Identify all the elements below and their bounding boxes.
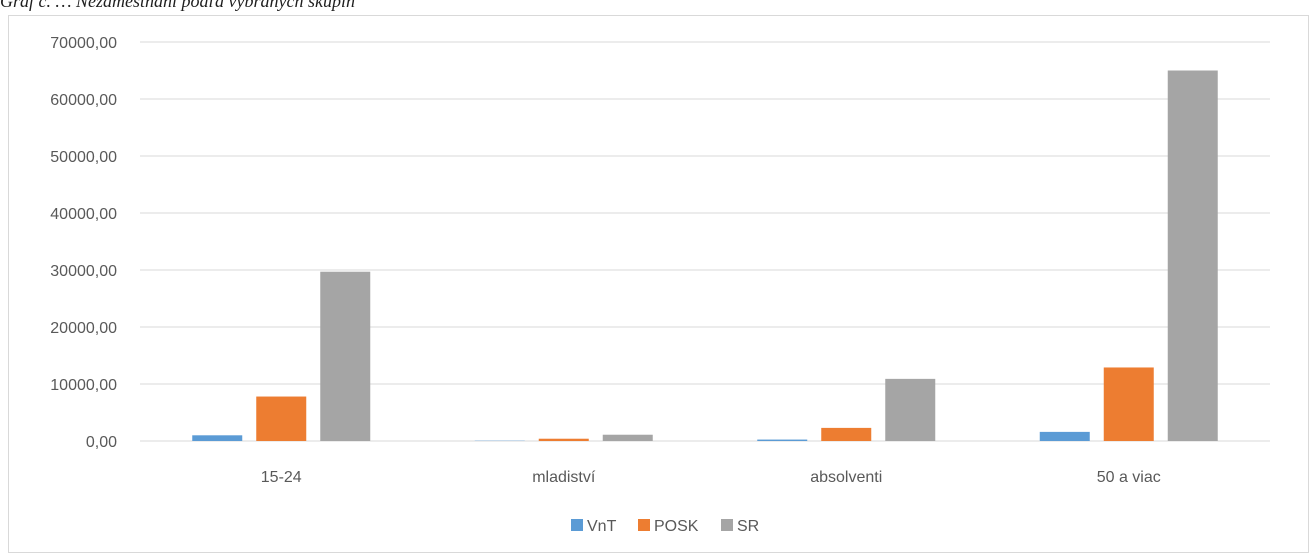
bar-sr-3	[885, 378, 936, 441]
y-tick-label: 20000,00	[50, 320, 117, 337]
bar-posk-4	[1103, 367, 1154, 441]
bar-sr-2	[602, 434, 653, 441]
bar-vnt-4	[1039, 431, 1090, 441]
bars	[192, 70, 1218, 441]
legend-swatch-vnt	[571, 519, 583, 531]
bar-vnt-3	[757, 439, 808, 441]
y-tick-label: 70000,00	[50, 35, 117, 52]
legend-swatch-posk	[638, 519, 650, 531]
x-category-label: 15-24	[261, 469, 302, 486]
y-tick-label: 50000,00	[50, 149, 117, 166]
gridlines	[140, 41, 1270, 442]
bar-posk-1	[256, 396, 307, 441]
y-tick-label: 60000,00	[50, 92, 117, 109]
chart-caption: Graf č. … Nezamestnaní podľa vybraných s…	[0, 0, 355, 11]
chart-frame	[8, 15, 1309, 553]
y-tick-label: 40000,00	[50, 206, 117, 223]
bar-posk-2	[538, 438, 589, 441]
x-axis-labels: 15-24 mladiství absolventi 50 a viac	[261, 469, 1161, 486]
y-tick-label: 0,00	[86, 434, 117, 451]
bar-sr-4	[1167, 70, 1218, 441]
legend-swatch-sr	[721, 519, 733, 531]
legend-label-posk: POSK	[654, 518, 699, 535]
legend: VnT POSK SR	[571, 518, 759, 535]
x-category-label: mladiství	[532, 469, 596, 486]
bar-sr-1	[320, 271, 371, 441]
x-category-label: 50 a viac	[1097, 469, 1161, 486]
y-axis-ticks: 0,00 10000,00 20000,00 30000,00 40000,00 5000…	[50, 35, 117, 451]
x-category-label: absolventi	[810, 469, 882, 486]
legend-label-vnt: VnT	[587, 518, 617, 535]
bar-vnt-1	[192, 435, 243, 441]
y-tick-label: 10000,00	[50, 377, 117, 394]
legend-label-sr: SR	[737, 518, 759, 535]
y-tick-label: 30000,00	[50, 263, 117, 280]
bar-posk-3	[821, 427, 872, 441]
